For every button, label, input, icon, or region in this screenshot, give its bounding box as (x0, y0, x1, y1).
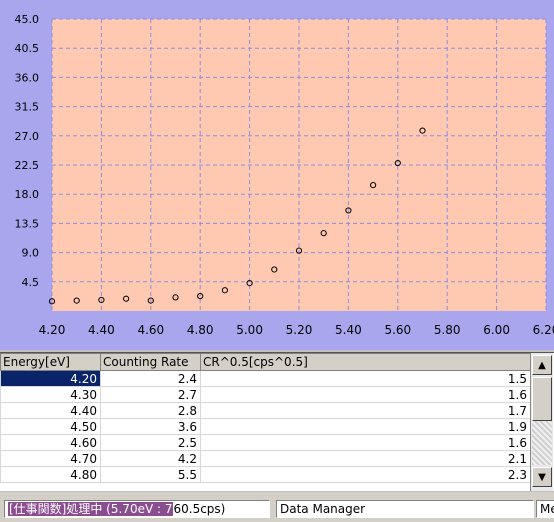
data-point (246, 279, 253, 287)
x-tick-label: 5.40 (335, 323, 362, 337)
energy-cell[interactable]: 4.40 (0, 402, 101, 419)
data-point (48, 298, 56, 305)
table-row[interactable]: 4.70 4.2 2.1 (0, 450, 531, 467)
x-tick-label: 5.00 (236, 323, 263, 337)
x-tick-label: 4.40 (88, 323, 115, 337)
data-point (320, 230, 327, 237)
table-row[interactable]: 4.80 5.5 2.3 (0, 466, 531, 483)
status-data-manager-panel: Data Manager (276, 500, 534, 518)
data-point (172, 294, 179, 301)
data-point (123, 295, 130, 302)
x-tick-label: 4.20 (39, 323, 66, 337)
cr-sqrt-cell[interactable]: 1.6 (200, 434, 531, 451)
data-point (73, 297, 80, 304)
y-tick-label: 36.0 (15, 71, 40, 84)
energy-cell[interactable]: 4.50 (0, 418, 101, 435)
data-point (295, 247, 303, 254)
status-extra-label: Me (540, 502, 554, 516)
data-point (221, 287, 228, 294)
data-point (271, 266, 278, 273)
counting-rate-cell[interactable]: 4.2 (100, 450, 201, 467)
scatter-chart: 4.5 9.0 13.5 18.0 22.5 27.0 31.5 36.0 40.5 45.0 4… (15, 13, 554, 337)
table-row[interactable]: 4.40 2.8 1.7 (0, 402, 531, 419)
table-row[interactable]: 4.60 2.5 1.6 (0, 434, 531, 451)
y-tick-label: 9.0 (22, 247, 40, 260)
cr-sqrt-cell[interactable]: 1.6 (200, 386, 531, 403)
energy-cell[interactable]: 4.70 (0, 450, 101, 467)
x-tick-label: 5.20 (286, 323, 313, 337)
table-row[interactable]: 4.50 3.6 1.9 (0, 418, 531, 435)
energy-cell[interactable]: 4.60 (0, 434, 101, 451)
status-bar: [仕事関数]処理中 (5.70eV : 760.5cps) Data Manag… (0, 492, 554, 522)
table-row[interactable]: 4.30 2.7 1.6 (0, 386, 531, 403)
data-grid[interactable]: Energy[eV] Counting Rate CR^0.5[cps^0.5]… (0, 352, 554, 491)
scroll-track[interactable] (532, 421, 552, 465)
task-status-text: [仕事関数]処理中 (5.70eV : 7 (8, 502, 174, 516)
counting-rate-cell[interactable]: 2.5 (100, 434, 201, 451)
data-point (345, 207, 352, 214)
y-tick-label: 31.5 (15, 101, 40, 114)
arrow-up-icon: ▲ (538, 359, 546, 371)
counting-rate-cell[interactable]: 2.8 (100, 402, 201, 419)
data-table: Energy[eV] Counting Rate CR^0.5[cps^0.5]… (0, 353, 531, 483)
status-extra-panel: Me (536, 500, 554, 518)
chart-panel: 4.5 9.0 13.5 18.0 22.5 27.0 31.5 36.0 40.5 45.0 4… (0, 0, 554, 350)
cr-sqrt-cell[interactable]: 1.7 (200, 402, 531, 419)
column-header-counting-rate[interactable]: Counting Rate (100, 353, 201, 371)
counting-rate-cell[interactable]: 3.6 (100, 418, 201, 435)
vertical-scrollbar[interactable]: ▲ ▼ (530, 353, 553, 491)
x-tick-label: 5.80 (434, 323, 461, 337)
cr-sqrt-cell[interactable]: 1.9 (200, 418, 531, 435)
data-point (394, 159, 401, 167)
data-point (147, 297, 154, 304)
column-header-energy[interactable]: Energy[eV] (0, 353, 101, 371)
data-point (98, 296, 105, 304)
table-row[interactable]: 4.20 2.4 1.5 (0, 370, 531, 387)
scroll-thumb[interactable] (532, 377, 552, 421)
y-tick-label: 27.0 (15, 130, 40, 143)
x-tick-label: 4.80 (187, 323, 214, 337)
y-tick-label: 22.5 (15, 159, 40, 172)
y-tick-label: 18.0 (15, 188, 40, 201)
x-tick-label: 5.60 (384, 323, 411, 337)
scroll-down-button[interactable]: ▼ (532, 467, 552, 487)
y-tick-label: 13.5 (15, 217, 40, 230)
data-point (419, 127, 426, 134)
counting-rate-cell[interactable]: 2.7 (100, 386, 201, 403)
x-tick-label: 4.60 (137, 323, 164, 337)
cr-sqrt-cell[interactable]: 2.1 (200, 450, 531, 467)
counting-rate-cell[interactable]: 5.5 (100, 466, 201, 483)
data-point (197, 292, 204, 300)
column-header-cr-sqrt[interactable]: CR^0.5[cps^0.5] (200, 353, 531, 371)
energy-cell[interactable]: 4.80 (0, 466, 101, 483)
energy-cell[interactable]: 4.20 (0, 370, 101, 387)
task-status-rate: 60.5cps) (173, 502, 226, 516)
data-manager-label: Data Manager (280, 502, 366, 516)
data-point (370, 182, 377, 189)
arrow-down-icon: ▼ (538, 471, 546, 483)
y-tick-label: 45.0 (15, 13, 40, 26)
x-tick-label: 6.00 (483, 323, 510, 337)
counting-rate-cell[interactable]: 2.4 (100, 370, 201, 387)
status-task-panel: [仕事関数]処理中 (5.70eV : 760.5cps) (4, 500, 270, 518)
energy-cell[interactable]: 4.30 (0, 386, 101, 403)
x-tick-label: 6.20 (533, 323, 554, 337)
y-tick-label: 40.5 (15, 42, 40, 55)
cr-sqrt-cell[interactable]: 1.5 (200, 370, 531, 387)
y-tick-label: 4.5 (22, 276, 40, 289)
table-header-row: Energy[eV] Counting Rate CR^0.5[cps^0.5] (0, 353, 531, 371)
cr-sqrt-cell[interactable]: 2.3 (200, 466, 531, 483)
scroll-up-button[interactable]: ▲ (532, 355, 552, 375)
